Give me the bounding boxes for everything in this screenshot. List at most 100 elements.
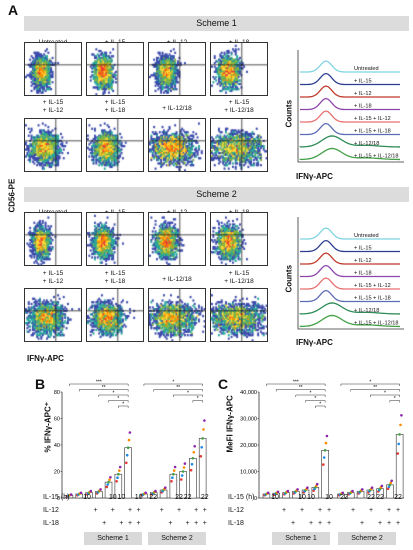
data-point bbox=[325, 434, 329, 438]
flow-density-plot bbox=[148, 212, 206, 266]
histogram-legend-label: Untreated bbox=[354, 233, 379, 239]
flow-plot-label: + IL-15 + IL-12/18 bbox=[224, 270, 254, 285]
histogram-curve bbox=[300, 97, 400, 111]
panel-letter-b: B bbox=[35, 376, 46, 392]
y-tick-label: 0 bbox=[57, 496, 60, 502]
data-point bbox=[171, 476, 174, 479]
histogram-legend-label: + IL-15 bbox=[354, 246, 372, 252]
data-point bbox=[125, 461, 128, 465]
table-cell: + bbox=[350, 507, 356, 514]
y-tick-label: 40,000 bbox=[240, 390, 257, 396]
y-tick-label: 10,000 bbox=[240, 470, 257, 476]
data-point bbox=[144, 491, 147, 495]
data-point bbox=[323, 449, 327, 452]
table-cell: + bbox=[127, 507, 133, 514]
y-tick-label: 60 bbox=[54, 417, 60, 423]
table-cell: + bbox=[386, 507, 392, 514]
data-point bbox=[324, 441, 328, 445]
flow-density-plot bbox=[148, 288, 206, 342]
table-cell: 10 bbox=[108, 494, 117, 501]
data-point bbox=[180, 474, 184, 477]
histogram-legend-label: + IL-15 + IL-18 bbox=[354, 296, 391, 302]
flow-density-plot bbox=[210, 212, 268, 266]
histogram-legend-label: + IL-12/18 bbox=[354, 308, 379, 314]
y-tick-label: 40 bbox=[54, 443, 60, 449]
significance-bracket bbox=[192, 400, 203, 403]
histogram-curve bbox=[300, 85, 400, 98]
significance-bracket bbox=[118, 405, 129, 408]
data-point bbox=[306, 486, 309, 489]
significance-bracket bbox=[153, 389, 203, 392]
table-cell: 10 bbox=[117, 494, 126, 501]
table-cell: 10 bbox=[298, 494, 306, 501]
table-cell: 22 bbox=[175, 494, 183, 501]
flow-density-plot bbox=[86, 212, 144, 266]
histogram-curve bbox=[300, 227, 400, 240]
data-point bbox=[89, 489, 93, 493]
table-cell: + bbox=[194, 520, 199, 527]
data-point bbox=[118, 465, 122, 469]
data-point bbox=[341, 491, 344, 495]
histogram-curve bbox=[300, 252, 400, 265]
significance-mark: * bbox=[314, 396, 316, 402]
data-point bbox=[189, 468, 193, 472]
data-point bbox=[183, 462, 187, 465]
data-point bbox=[126, 446, 130, 449]
histogram-curve bbox=[300, 264, 400, 278]
table-cell: 10 bbox=[83, 494, 91, 501]
histogram-curve bbox=[300, 122, 400, 136]
data-point bbox=[117, 472, 120, 476]
data-point bbox=[398, 433, 401, 436]
y-tick-label: 80 bbox=[54, 390, 60, 396]
data-point bbox=[370, 486, 374, 489]
histogram-legend-label: + IL-15 + IL-12 bbox=[354, 283, 391, 289]
table-cell: 22 bbox=[340, 494, 348, 501]
data-point bbox=[181, 470, 185, 473]
data-point bbox=[202, 428, 205, 431]
data-point bbox=[107, 480, 110, 484]
flow-density-plot bbox=[86, 42, 144, 96]
table-cell: + bbox=[93, 507, 98, 514]
y-tick-label: 20,000 bbox=[240, 443, 257, 449]
table-cell: 22 bbox=[376, 494, 384, 501]
hist2-x-label: IFNγ-APC bbox=[296, 338, 333, 347]
table-cell: 10 bbox=[134, 494, 143, 501]
histogram-legend-label: + IL-12 bbox=[354, 91, 372, 97]
histogram-legend-label: + IL-15 + IL-18 bbox=[354, 129, 391, 135]
significance-mark: * bbox=[394, 396, 396, 402]
data-point bbox=[127, 438, 131, 442]
scheme2-bar: Scheme 2 bbox=[24, 187, 409, 202]
significance-mark: * bbox=[122, 402, 124, 408]
table-b-scheme1: Scheme 1 bbox=[84, 532, 142, 545]
significance-bracket bbox=[173, 394, 203, 397]
histogram-svg: Untreated + IL-15 + IL-12 + IL-18 + IL-15 + … bbox=[297, 50, 404, 163]
histogram-curve bbox=[299, 135, 401, 148]
data-point bbox=[172, 472, 175, 476]
data-point bbox=[105, 485, 109, 489]
data-point bbox=[276, 490, 280, 494]
histogram-curve bbox=[300, 60, 400, 73]
table-cell: 10 bbox=[271, 494, 279, 501]
data-point bbox=[191, 457, 195, 460]
data-point bbox=[203, 419, 206, 422]
data-point bbox=[192, 451, 196, 454]
histogram-curve bbox=[299, 314, 401, 328]
data-point bbox=[200, 446, 203, 449]
significance-bracket bbox=[266, 383, 326, 386]
hist2-y-label: Counts bbox=[284, 264, 294, 293]
data-point bbox=[201, 437, 204, 440]
histogram-legend-label: + IL-15 + IL-12/18 bbox=[354, 321, 398, 327]
data-point bbox=[173, 465, 177, 469]
flow-plot-label: + IL-15 + IL-18 bbox=[104, 99, 126, 114]
table-cell: 10 bbox=[325, 494, 333, 501]
histogram-curve bbox=[300, 289, 400, 303]
y-tick-label: 30,000 bbox=[240, 417, 257, 423]
significance-mark: ** bbox=[373, 385, 377, 391]
table-c-scheme1: Scheme 1 bbox=[272, 532, 330, 545]
flow-density-plot bbox=[148, 118, 206, 172]
data-point bbox=[118, 469, 121, 472]
table-cell: + bbox=[202, 507, 207, 514]
table-cell: + bbox=[281, 507, 287, 514]
significance-bracket bbox=[370, 394, 400, 397]
data-point bbox=[396, 452, 400, 455]
